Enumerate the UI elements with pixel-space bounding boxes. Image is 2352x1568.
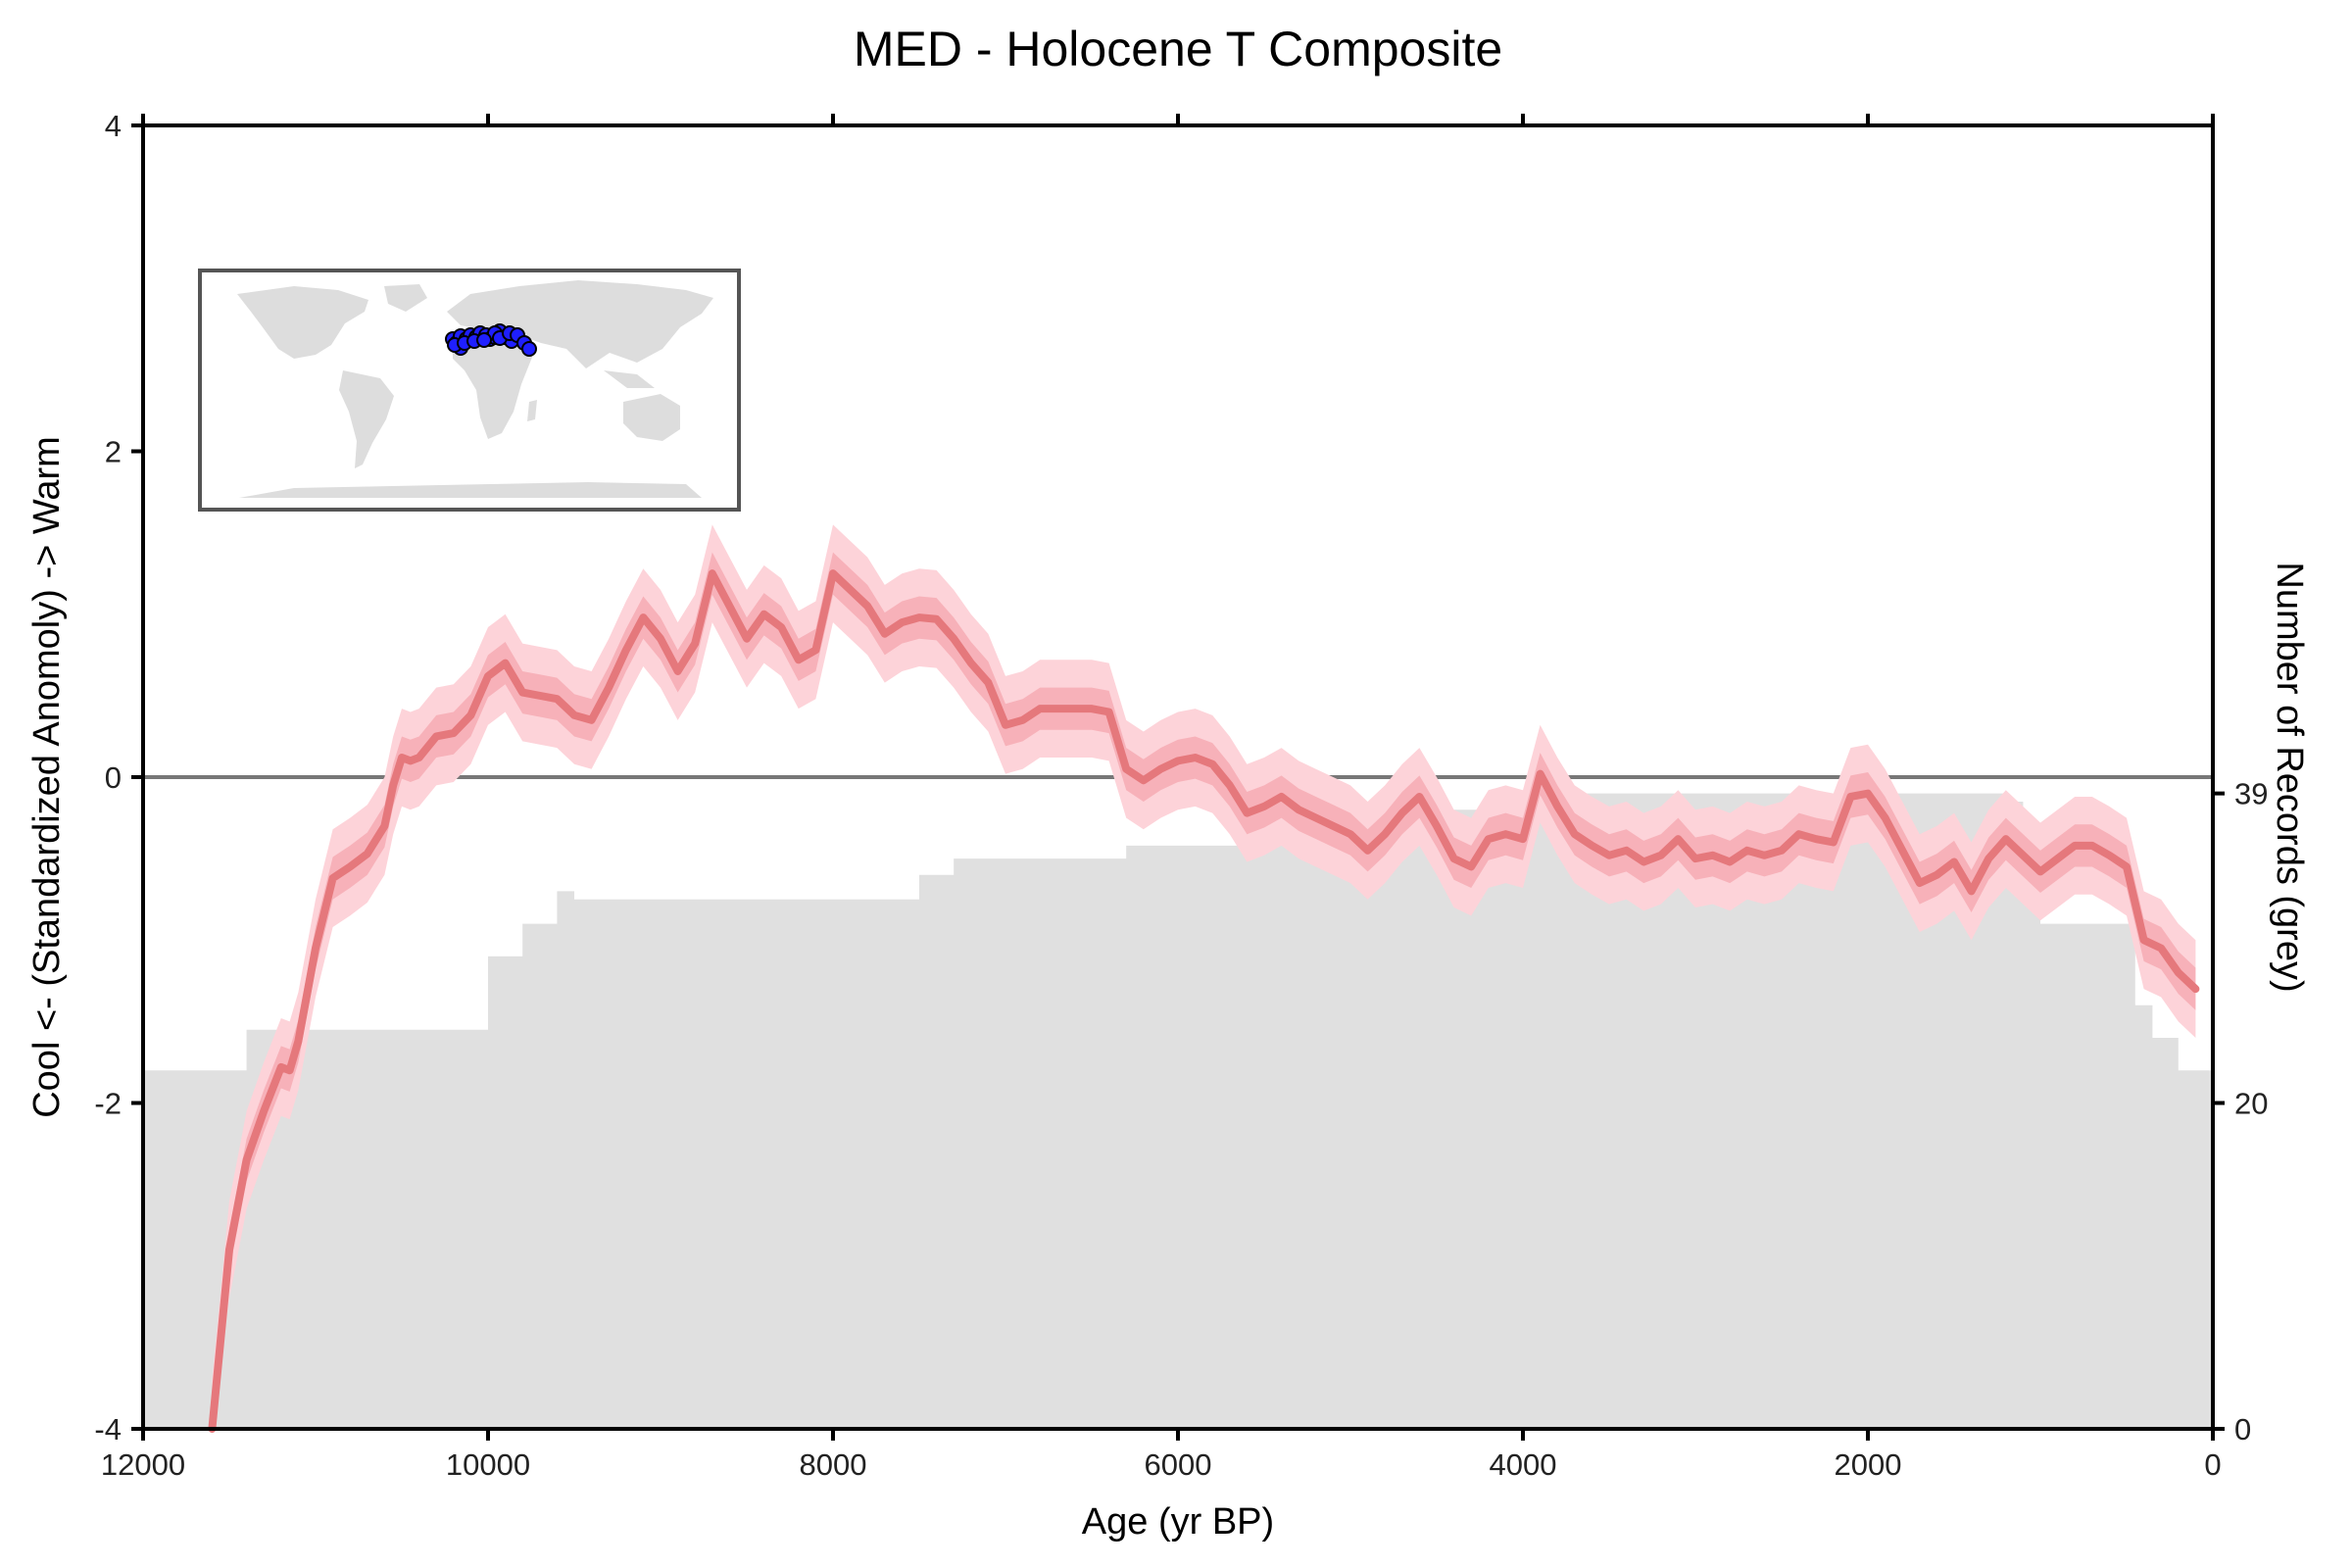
series-line (208, 569, 2200, 1433)
land-maritime-asia (604, 370, 655, 388)
x-axis-label: Age (yr BP) (1082, 1501, 1274, 1543)
y-axis-label: Cool <- (Standardized Anomoly) -> Warm (26, 436, 68, 1118)
chart-title: MED - Holocene T Composite (854, 22, 1502, 76)
x-tick-label: 4000 (1490, 1447, 1557, 1482)
x-tick-label: 8000 (800, 1447, 867, 1482)
y2-tick-label: 20 (2234, 1087, 2268, 1121)
y2-ticks: 0 20 39 (2213, 777, 2268, 1446)
land-madagascar (527, 400, 537, 421)
y2-tick-label: 39 (2234, 777, 2268, 811)
y2-tick-label: 0 (2234, 1412, 2251, 1446)
land-australia (623, 394, 680, 441)
world-land (237, 280, 713, 498)
land-africa (453, 333, 533, 439)
records-area (143, 793, 2213, 1429)
y2-axis-label: Number of Records (grey) (2269, 562, 2310, 992)
y-tick-label: -4 (94, 1412, 122, 1446)
land-greenland (384, 284, 427, 312)
x-tick-label: 2000 (1835, 1447, 1902, 1482)
x-tick-label: 10000 (446, 1447, 530, 1482)
y-ticks: -4 -2 0 2 4 (94, 109, 143, 1446)
y-tick-label: 4 (105, 109, 122, 143)
site-markers (445, 323, 537, 357)
y-tick-label: -2 (94, 1087, 122, 1121)
x-tick-label: 0 (2204, 1447, 2221, 1482)
inset-map (198, 269, 741, 512)
x-tick-label: 6000 (1145, 1447, 1212, 1482)
site-marker (476, 332, 492, 348)
y-tick-label: 2 (105, 435, 122, 469)
land-north-america (237, 286, 368, 359)
y-tick-label: 0 (105, 760, 122, 795)
site-marker (521, 341, 537, 357)
land-eurasia (447, 280, 713, 368)
x-ticks: 12000 10000 8000 6000 4000 2000 0 (101, 114, 2222, 1482)
land-antarctica (239, 482, 702, 498)
land-south-america (339, 370, 394, 468)
x-tick-label: 12000 (101, 1447, 185, 1482)
